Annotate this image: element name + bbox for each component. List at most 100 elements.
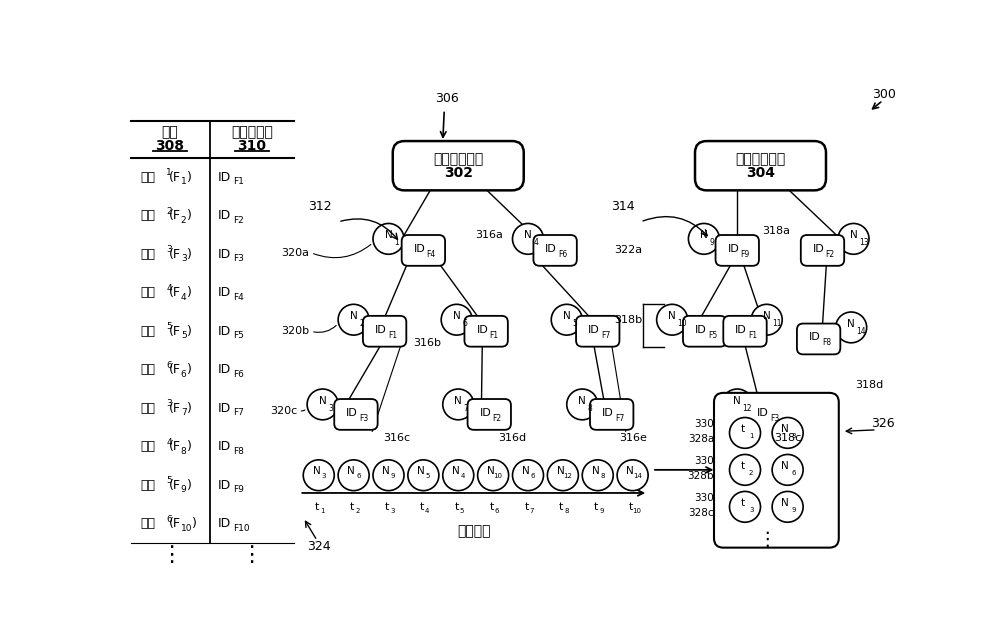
Text: 328c: 328c <box>688 508 714 518</box>
Circle shape <box>443 389 474 420</box>
Text: t: t <box>315 502 319 512</box>
Text: 1: 1 <box>181 177 187 186</box>
Text: 3: 3 <box>166 245 172 254</box>
Text: 6: 6 <box>166 361 172 370</box>
Text: F1: F1 <box>234 177 244 186</box>
Text: 5: 5 <box>166 322 172 331</box>
Text: 324: 324 <box>307 540 331 554</box>
Circle shape <box>303 460 334 491</box>
Circle shape <box>338 304 369 335</box>
Text: (F: (F <box>168 248 180 261</box>
Text: (F: (F <box>168 171 180 184</box>
Text: 4: 4 <box>425 509 429 514</box>
Text: 功能: 功能 <box>140 286 156 299</box>
Text: F1: F1 <box>388 331 397 340</box>
Text: N: N <box>350 311 358 321</box>
Text: 330: 330 <box>694 493 714 503</box>
Text: 9: 9 <box>599 509 604 514</box>
Text: 5: 5 <box>572 319 577 328</box>
Circle shape <box>772 417 803 448</box>
Text: F8: F8 <box>822 338 831 347</box>
Text: t: t <box>741 498 745 508</box>
Text: 功能: 功能 <box>140 325 156 338</box>
Circle shape <box>730 455 761 485</box>
Text: ID: ID <box>757 408 769 418</box>
Text: F5: F5 <box>234 331 244 340</box>
Text: 3: 3 <box>749 507 753 513</box>
FancyBboxPatch shape <box>695 141 826 190</box>
Text: 6: 6 <box>356 473 361 479</box>
Text: F2: F2 <box>492 413 502 422</box>
Text: 5: 5 <box>426 473 430 479</box>
Text: N: N <box>781 424 789 434</box>
Circle shape <box>547 460 578 491</box>
Text: 12: 12 <box>563 473 572 479</box>
FancyBboxPatch shape <box>576 316 619 347</box>
Text: ID: ID <box>813 244 824 254</box>
Text: N: N <box>700 230 708 240</box>
FancyBboxPatch shape <box>723 316 767 347</box>
Circle shape <box>657 304 688 335</box>
Text: ): ) <box>187 402 192 415</box>
Text: 14: 14 <box>857 327 866 336</box>
Text: 320a: 320a <box>281 248 309 258</box>
Text: 4: 4 <box>533 238 538 247</box>
Circle shape <box>443 460 474 491</box>
Text: F10: F10 <box>234 524 250 533</box>
FancyBboxPatch shape <box>393 141 524 190</box>
Text: ID: ID <box>476 325 488 335</box>
Text: N: N <box>563 311 571 321</box>
Text: F2: F2 <box>826 249 835 258</box>
Text: 3: 3 <box>390 509 395 514</box>
Text: 8: 8 <box>181 447 187 456</box>
Text: 4: 4 <box>461 473 465 479</box>
Text: ID: ID <box>588 325 600 335</box>
Text: F8: F8 <box>234 447 244 456</box>
Text: ): ) <box>187 248 192 261</box>
Text: F5: F5 <box>708 331 717 340</box>
Text: F9: F9 <box>234 485 244 494</box>
Text: 14: 14 <box>633 473 642 479</box>
Text: 3: 3 <box>181 255 187 264</box>
Text: 功能: 功能 <box>140 248 156 261</box>
Text: 316d: 316d <box>498 433 527 442</box>
Text: t: t <box>559 502 564 512</box>
Text: ID: ID <box>218 325 231 338</box>
Text: ): ) <box>187 325 192 338</box>
Text: ⋮: ⋮ <box>160 545 182 565</box>
Text: ID: ID <box>375 325 387 335</box>
Text: 2: 2 <box>359 319 364 328</box>
Text: N: N <box>454 395 462 406</box>
Text: F7: F7 <box>601 331 610 340</box>
FancyBboxPatch shape <box>716 235 759 266</box>
Text: ID: ID <box>480 408 491 418</box>
Text: 6: 6 <box>792 470 796 476</box>
Text: 316e: 316e <box>619 433 647 442</box>
Text: t: t <box>524 502 529 512</box>
Text: 304: 304 <box>746 167 775 181</box>
Text: ): ) <box>187 440 192 453</box>
Text: 唯一标识符: 唯一标识符 <box>231 125 273 140</box>
Text: 功能: 功能 <box>140 363 156 376</box>
Text: 10: 10 <box>678 319 687 328</box>
FancyBboxPatch shape <box>468 399 511 430</box>
Text: t: t <box>350 502 354 512</box>
Text: N: N <box>626 466 634 476</box>
Circle shape <box>373 460 404 491</box>
FancyBboxPatch shape <box>797 323 840 354</box>
Text: N: N <box>781 498 789 508</box>
Text: ID: ID <box>695 325 707 335</box>
Text: ⋮: ⋮ <box>757 530 776 548</box>
Text: 326: 326 <box>871 417 895 430</box>
Text: F3: F3 <box>770 413 779 422</box>
Text: 功能: 功能 <box>140 479 156 492</box>
Text: 312: 312 <box>308 200 332 213</box>
FancyBboxPatch shape <box>402 235 445 266</box>
Text: 9: 9 <box>391 473 395 479</box>
Text: 9: 9 <box>792 507 796 513</box>
Text: 3: 3 <box>328 404 333 413</box>
Text: 310: 310 <box>238 140 267 154</box>
Circle shape <box>751 304 782 335</box>
Text: t: t <box>455 502 459 512</box>
Text: N: N <box>347 466 355 476</box>
